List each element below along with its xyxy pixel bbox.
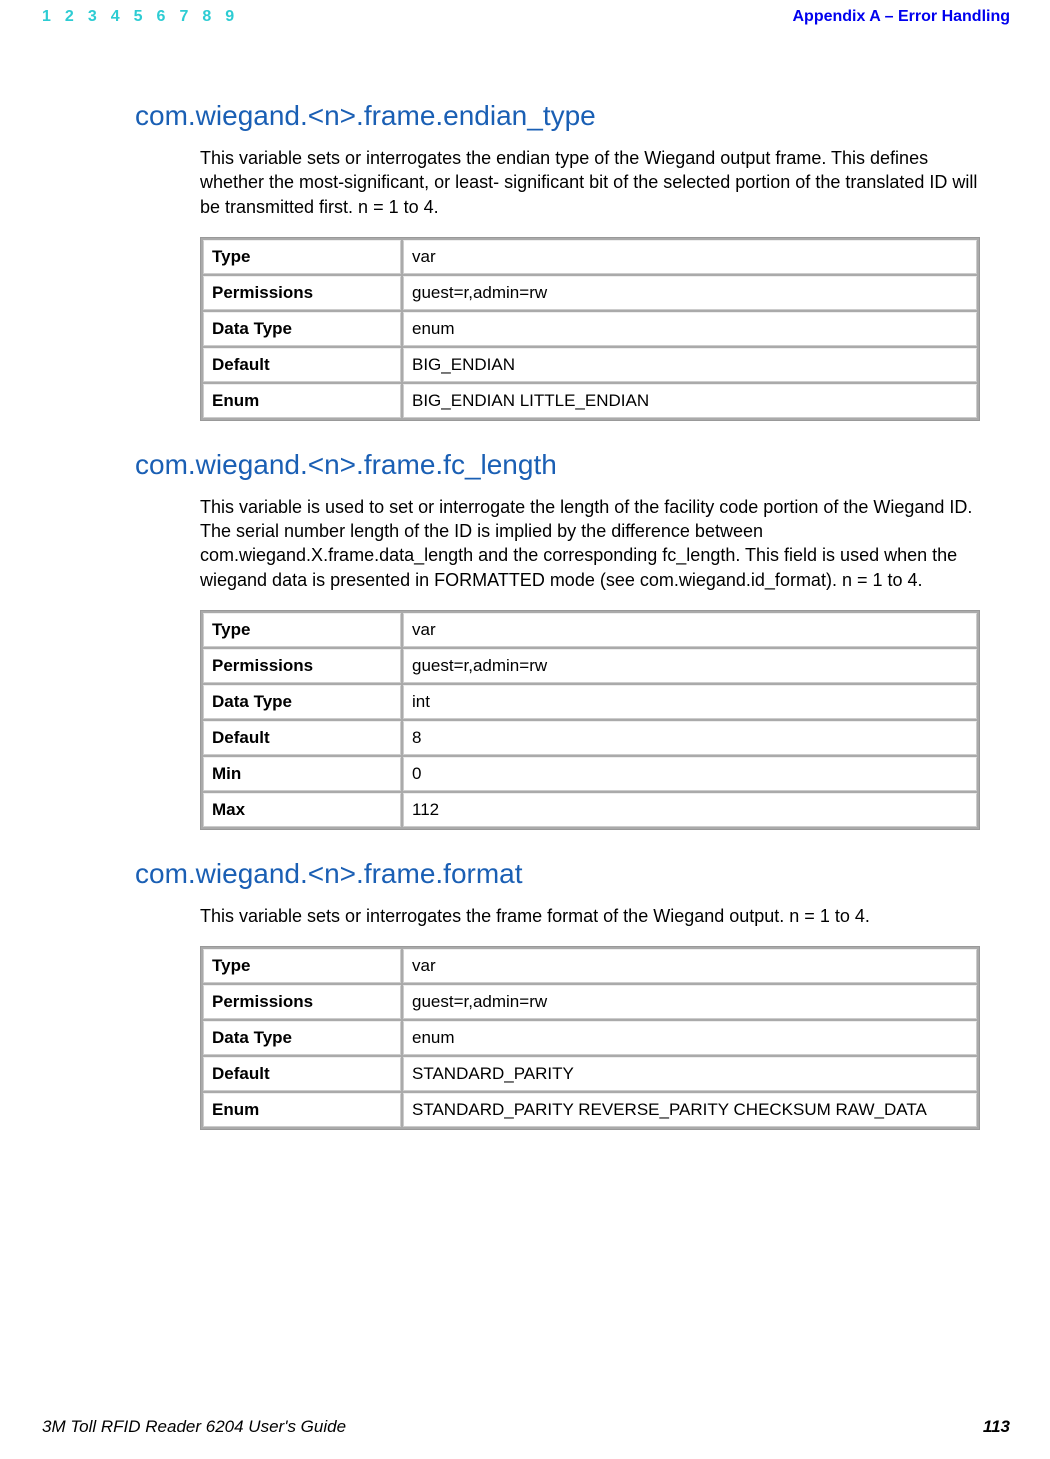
nav-num[interactable]: 8 bbox=[202, 8, 211, 26]
table-row: Permissionsguest=r,admin=rw bbox=[203, 276, 977, 310]
table-row: Default8 bbox=[203, 721, 977, 755]
prop-label: Type bbox=[203, 240, 401, 274]
section-desc: This variable sets or interrogates the e… bbox=[200, 146, 980, 219]
table-row: Max112 bbox=[203, 793, 977, 827]
prop-label: Type bbox=[203, 613, 401, 647]
prop-value: var bbox=[403, 240, 977, 274]
section-heading: com.wiegand.<n>.frame.endian_type bbox=[135, 100, 980, 132]
footer-title: 3M Toll RFID Reader 6204 User's Guide bbox=[42, 1417, 346, 1437]
nav-num[interactable]: 2 bbox=[65, 8, 74, 26]
prop-label: Permissions bbox=[203, 276, 401, 310]
page-header: 1 2 3 4 5 6 7 8 9 Appendix A – Error Han… bbox=[42, 8, 1010, 26]
prop-value: var bbox=[403, 949, 977, 983]
section-frame-format: com.wiegand.<n>.frame.format This variab… bbox=[200, 858, 980, 1130]
prop-label: Default bbox=[203, 1057, 401, 1091]
prop-label: Permissions bbox=[203, 985, 401, 1019]
table-row: EnumBIG_ENDIAN LITTLE_ENDIAN bbox=[203, 384, 977, 418]
table-row: Permissionsguest=r,admin=rw bbox=[203, 649, 977, 683]
prop-value: 8 bbox=[403, 721, 977, 755]
prop-value: STANDARD_PARITY REVERSE_PARITY CHECKSUM … bbox=[403, 1093, 977, 1127]
table-row: Permissionsguest=r,admin=rw bbox=[203, 985, 977, 1019]
prop-value: 0 bbox=[403, 757, 977, 791]
prop-value: enum bbox=[403, 312, 977, 346]
nav-num[interactable]: 3 bbox=[88, 8, 97, 26]
prop-value: BIG_ENDIAN bbox=[403, 348, 977, 382]
prop-value: guest=r,admin=rw bbox=[403, 649, 977, 683]
table-row: Data Typeenum bbox=[203, 312, 977, 346]
prop-value: guest=r,admin=rw bbox=[403, 276, 977, 310]
section-endian-type: com.wiegand.<n>.frame.endian_type This v… bbox=[200, 100, 980, 421]
prop-value: int bbox=[403, 685, 977, 719]
prop-label: Enum bbox=[203, 1093, 401, 1127]
prop-label: Default bbox=[203, 721, 401, 755]
properties-table: Typevar Permissionsguest=r,admin=rw Data… bbox=[200, 946, 980, 1130]
prop-value: STANDARD_PARITY bbox=[403, 1057, 977, 1091]
chapter-nav: 1 2 3 4 5 6 7 8 9 bbox=[42, 8, 234, 26]
nav-num[interactable]: 1 bbox=[42, 8, 51, 26]
table-row: Typevar bbox=[203, 240, 977, 274]
section-desc: This variable is used to set or interrog… bbox=[200, 495, 980, 592]
nav-num[interactable]: 9 bbox=[225, 8, 234, 26]
table-row: Typevar bbox=[203, 949, 977, 983]
prop-label: Permissions bbox=[203, 649, 401, 683]
prop-value: BIG_ENDIAN LITTLE_ENDIAN bbox=[403, 384, 977, 418]
table-row: DefaultBIG_ENDIAN bbox=[203, 348, 977, 382]
table-row: Data Typeenum bbox=[203, 1021, 977, 1055]
page-footer: 3M Toll RFID Reader 6204 User's Guide 11… bbox=[42, 1417, 1010, 1437]
prop-label: Data Type bbox=[203, 685, 401, 719]
main-content: com.wiegand.<n>.frame.endian_type This v… bbox=[200, 100, 980, 1158]
table-row: Typevar bbox=[203, 613, 977, 647]
table-row: Data Typeint bbox=[203, 685, 977, 719]
prop-label: Enum bbox=[203, 384, 401, 418]
prop-label: Max bbox=[203, 793, 401, 827]
prop-label: Min bbox=[203, 757, 401, 791]
table-row: Min0 bbox=[203, 757, 977, 791]
prop-value: 112 bbox=[403, 793, 977, 827]
table-row: DefaultSTANDARD_PARITY bbox=[203, 1057, 977, 1091]
prop-value: var bbox=[403, 613, 977, 647]
section-desc: This variable sets or interrogates the f… bbox=[200, 904, 980, 928]
section-fc-length: com.wiegand.<n>.frame.fc_length This var… bbox=[200, 449, 980, 830]
prop-value: guest=r,admin=rw bbox=[403, 985, 977, 1019]
section-heading: com.wiegand.<n>.frame.format bbox=[135, 858, 980, 890]
properties-table: Typevar Permissionsguest=r,admin=rw Data… bbox=[200, 237, 980, 421]
prop-label: Type bbox=[203, 949, 401, 983]
table-row: EnumSTANDARD_PARITY REVERSE_PARITY CHECK… bbox=[203, 1093, 977, 1127]
prop-value: enum bbox=[403, 1021, 977, 1055]
nav-num[interactable]: 7 bbox=[179, 8, 188, 26]
nav-num[interactable]: 4 bbox=[111, 8, 120, 26]
page-number: 113 bbox=[983, 1417, 1010, 1437]
properties-table: Typevar Permissionsguest=r,admin=rw Data… bbox=[200, 610, 980, 830]
nav-num[interactable]: 6 bbox=[157, 8, 166, 26]
nav-num[interactable]: 5 bbox=[134, 8, 143, 26]
section-heading: com.wiegand.<n>.frame.fc_length bbox=[135, 449, 980, 481]
prop-label: Data Type bbox=[203, 1021, 401, 1055]
prop-label: Data Type bbox=[203, 312, 401, 346]
prop-label: Default bbox=[203, 348, 401, 382]
appendix-title: Appendix A – Error Handling bbox=[793, 8, 1011, 26]
